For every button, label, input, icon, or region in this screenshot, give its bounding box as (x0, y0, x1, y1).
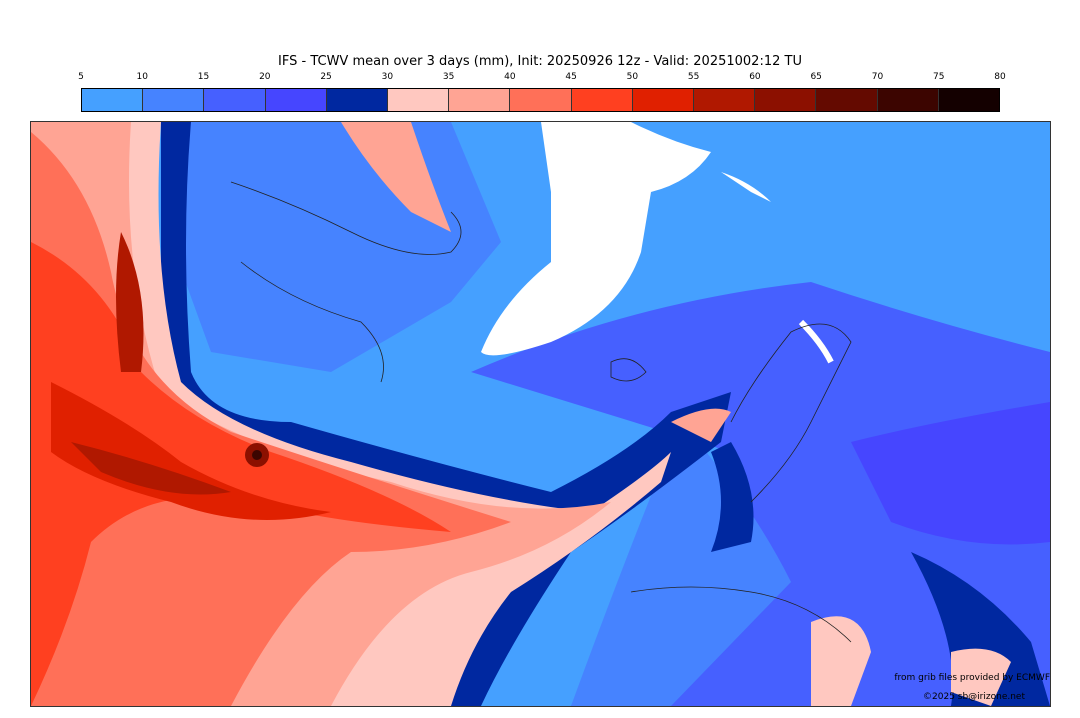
colorbar-legend (81, 88, 1000, 112)
colorbar-swatch (510, 89, 572, 111)
colorbar-swatch (694, 89, 756, 111)
colorbar-swatch (755, 89, 817, 111)
colorbar-swatch (877, 89, 939, 111)
colorbar-tick-label: 55 (687, 72, 700, 82)
colorbar-swatch (938, 89, 1000, 111)
colorbar-tick-label: 50 (626, 72, 639, 82)
colorbar-tick-label: 5 (78, 72, 84, 82)
colorbar-tick-label: 40 (504, 72, 516, 82)
colorbar-swatch (265, 89, 327, 111)
colorbar-swatch (816, 89, 878, 111)
colorbar-swatch (449, 89, 511, 111)
colorbar-tick-label: 65 (810, 72, 822, 82)
colorbar-tick-label: 25 (320, 72, 332, 82)
colorbar-swatch (326, 89, 389, 111)
colorbar-swatch (82, 89, 144, 111)
colorbar-swatch (143, 89, 205, 111)
colorbar-tick-label: 15 (197, 72, 210, 82)
colorbar-tick-label: 80 (994, 72, 1006, 82)
colorbar-tick-label: 45 (565, 72, 577, 82)
colorbar-tick-label: 35 (442, 72, 455, 82)
colorbar-swatch (204, 89, 266, 111)
colorbar-tick-label: 10 (136, 72, 148, 82)
copyright-credit: ©2025 sb@irizone.net (923, 692, 1025, 702)
colorbar-tick-label: 20 (259, 72, 271, 82)
colorbar-ticks: 5 10 15 20 25 30 35 40 45 50 55 60 65 70 75 80 (78, 72, 1006, 84)
colorbar-tick-label: 60 (749, 72, 761, 82)
colorbar-swatch (632, 89, 695, 111)
colorbar-swatch (571, 89, 633, 111)
colorbar-tick-label: 70 (871, 72, 884, 82)
weather-map[interactable]: from grib files provided by ECMWF ©2025 … (30, 121, 1051, 707)
tcwv-field (31, 122, 1050, 706)
colorbar-tick-label: 75 (932, 72, 945, 82)
chart-title: IFS - TCWV mean over 3 days (mm), Init: … (278, 54, 802, 69)
colorbar-tick-label: 30 (381, 72, 394, 82)
colorbar-swatch (388, 89, 450, 111)
source-credit: from grib files provided by ECMWF (894, 673, 1050, 683)
